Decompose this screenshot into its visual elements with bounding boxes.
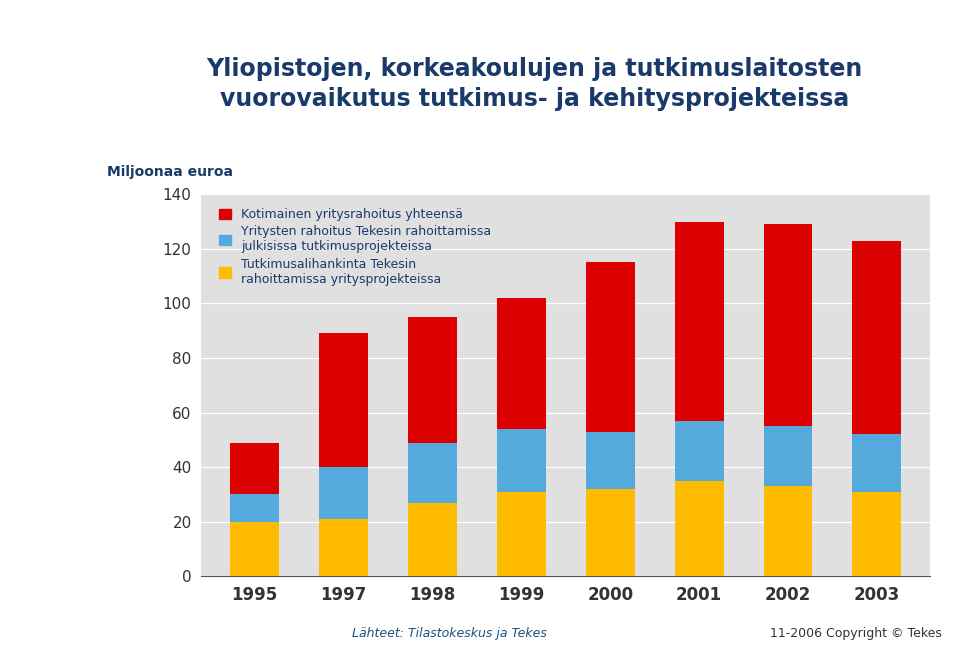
Bar	[497, 298, 546, 576]
Bar	[408, 502, 456, 576]
Bar	[675, 481, 724, 576]
Text: Lähteet: Tilastokeskus ja Tekes: Lähteet: Tilastokeskus ja Tekes	[352, 626, 548, 640]
Text: 11-2006 Copyright © Tekes: 11-2006 Copyright © Tekes	[770, 626, 942, 640]
Bar	[319, 519, 368, 576]
Bar	[408, 442, 456, 502]
Bar	[497, 429, 546, 492]
Bar	[319, 467, 368, 519]
Bar	[763, 224, 812, 576]
Bar	[319, 334, 368, 576]
Bar	[586, 489, 635, 576]
Bar	[230, 494, 279, 522]
Bar	[763, 486, 812, 576]
Text: Miljoonaa euroa: Miljoonaa euroa	[106, 165, 233, 179]
Bar	[230, 522, 279, 576]
Bar	[497, 492, 546, 576]
Bar	[675, 421, 724, 481]
Bar	[853, 492, 901, 576]
Bar	[586, 263, 635, 576]
Legend: Kotimainen yritysrahoitus yhteensä, Yritysten rahoitus Tekesin rahoittamissa
jul: Kotimainen yritysrahoitus yhteensä, Yrit…	[215, 204, 495, 289]
Bar	[408, 317, 456, 576]
Bar	[586, 431, 635, 489]
Bar	[853, 434, 901, 492]
Bar	[230, 442, 279, 576]
Bar	[853, 241, 901, 576]
Bar	[763, 426, 812, 486]
Bar	[675, 222, 724, 576]
Text: Yliopistojen, korkeakoulujen ja tutkimuslaitosten
vuorovaikutus tutkimus- ja keh: Yliopistojen, korkeakoulujen ja tutkimus…	[206, 57, 863, 111]
